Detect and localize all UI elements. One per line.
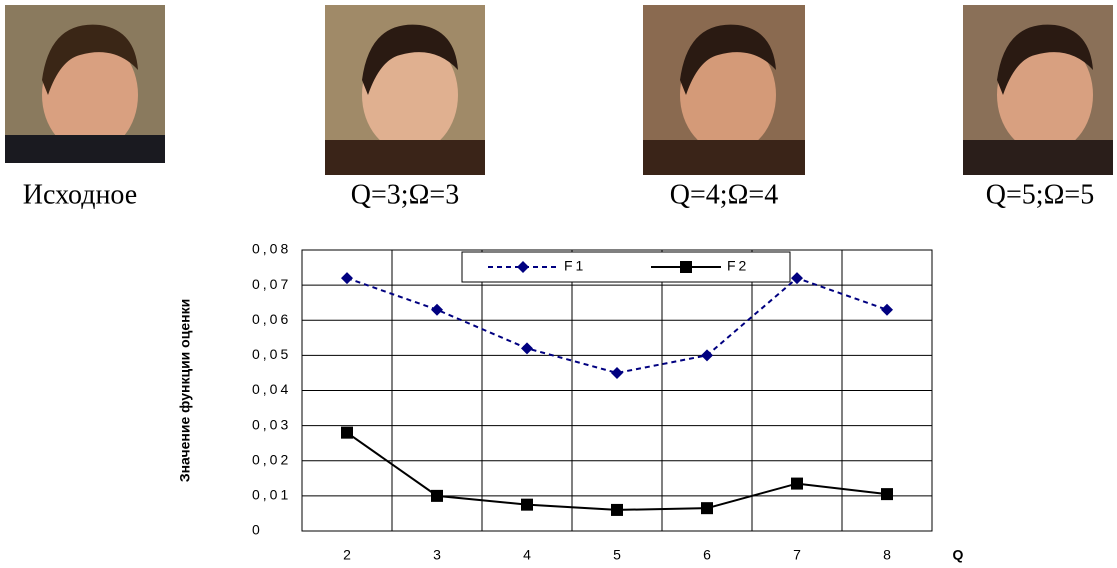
y-tick-label: 0,06 bbox=[252, 311, 291, 327]
marker bbox=[791, 478, 803, 490]
legend-marker bbox=[680, 261, 692, 273]
marker bbox=[791, 272, 803, 284]
photo bbox=[325, 5, 485, 175]
y-tick-label: 0,03 bbox=[252, 416, 291, 432]
x-tick-label: 3 bbox=[433, 547, 441, 563]
x-tick-label: 5 bbox=[613, 547, 621, 563]
caption: Q=4;Ω=4 bbox=[670, 179, 778, 210]
photo bbox=[963, 5, 1113, 175]
x-tick-label: 2 bbox=[343, 547, 351, 563]
x-tick-label: 6 bbox=[703, 547, 711, 563]
x-axis-label: Q bbox=[953, 547, 964, 563]
y-tick-label: 0,05 bbox=[252, 346, 291, 362]
x-tick-label: 4 bbox=[523, 547, 531, 563]
chart: 0 0,01 0,02 0,03 0,04 0,05 0,06 0,07 0,08 2 3 4 5 6 7 8… bbox=[177, 241, 964, 563]
marker bbox=[701, 502, 713, 514]
photo bbox=[643, 5, 805, 175]
y-tick-label: 0,08 bbox=[252, 241, 291, 257]
y-tick-label: 0,02 bbox=[252, 451, 291, 467]
legend-label: F2 bbox=[727, 258, 749, 274]
caption: Q=5;Ω=5 bbox=[986, 179, 1094, 210]
marker bbox=[341, 272, 353, 284]
marker bbox=[431, 304, 443, 316]
caption: Исходное bbox=[23, 179, 137, 210]
marker bbox=[611, 504, 623, 516]
marker bbox=[701, 349, 713, 361]
y-tick-label: 0,01 bbox=[252, 487, 291, 503]
series-line bbox=[347, 278, 887, 373]
marker bbox=[611, 367, 623, 379]
figure: Исходное Q=3;Ω=3 Q=4;Ω=4 Q=5;Ω=5 0 0,01 0,… bbox=[0, 0, 1117, 568]
photos: Исходное Q=3;Ω=3 Q=4;Ω=4 Q=5;Ω=5 bbox=[5, 5, 1113, 210]
marker bbox=[881, 304, 893, 316]
x-tick-label: 7 bbox=[793, 547, 801, 563]
legend-label: F1 bbox=[564, 258, 586, 274]
y-tick-label: 0 bbox=[252, 522, 263, 538]
marker bbox=[521, 499, 533, 511]
caption: Q=3;Ω=3 bbox=[351, 179, 459, 210]
y-axis-label: Значение функции оценки bbox=[177, 299, 193, 482]
marker bbox=[521, 342, 533, 354]
marker bbox=[881, 488, 893, 500]
photo bbox=[5, 5, 165, 163]
y-tick-label: 0,04 bbox=[252, 381, 291, 397]
marker bbox=[341, 427, 353, 439]
x-tick-label: 8 bbox=[883, 547, 891, 563]
y-tick-label: 0,07 bbox=[252, 276, 291, 292]
page: Исходное Q=3;Ω=3 Q=4;Ω=4 Q=5;Ω=5 0 0,01 0,… bbox=[0, 0, 1117, 568]
marker bbox=[431, 490, 443, 502]
series-line bbox=[347, 433, 887, 510]
